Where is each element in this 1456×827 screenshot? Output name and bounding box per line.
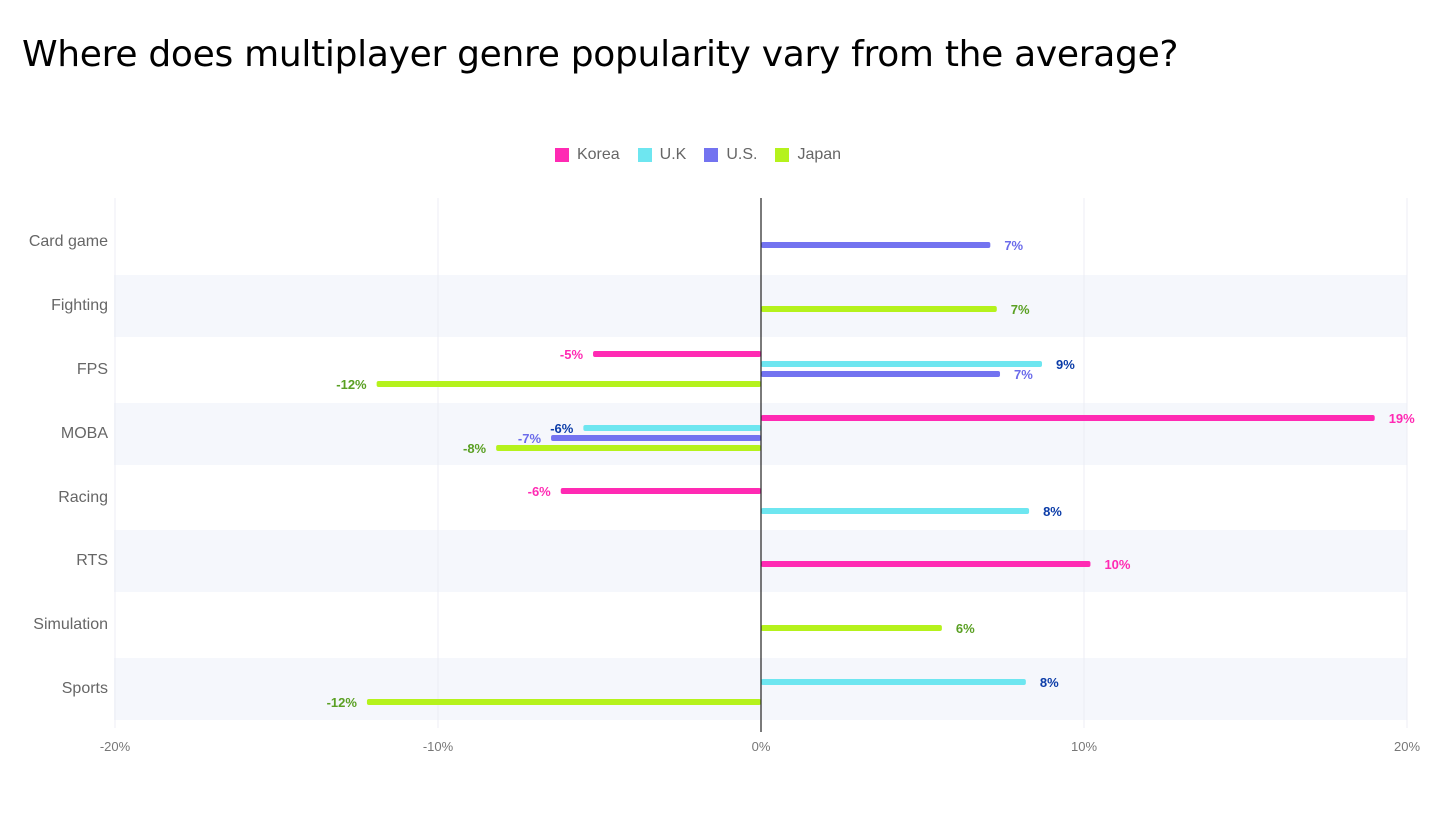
data-label: 6% bbox=[956, 621, 975, 636]
data-label: 9% bbox=[1056, 357, 1075, 372]
legend-label: U.S. bbox=[726, 146, 758, 163]
bar-japan bbox=[376, 381, 761, 387]
bar-u-s bbox=[551, 435, 761, 441]
x-tick-label: 20% bbox=[1394, 739, 1420, 754]
legend-item-korea[interactable]: Korea bbox=[554, 146, 620, 164]
bar-u-s bbox=[761, 371, 1001, 377]
data-label: 10% bbox=[1104, 557, 1130, 572]
data-label: 7% bbox=[1004, 238, 1023, 253]
data-label: -8% bbox=[463, 441, 487, 456]
bar-korea bbox=[593, 351, 761, 357]
bar-japan bbox=[761, 306, 997, 312]
bar-japan bbox=[496, 445, 761, 451]
legend-swatch bbox=[637, 148, 652, 162]
category-label: RTS bbox=[76, 552, 108, 569]
legend-item-u-s[interactable]: U.S. bbox=[704, 146, 757, 164]
category-label: MOBA bbox=[61, 425, 108, 442]
legend: Korea U.K U.S. Japan bbox=[0, 146, 1396, 164]
x-tick-label: 0% bbox=[752, 739, 771, 754]
legend-swatch bbox=[775, 148, 790, 162]
x-tick-label: 10% bbox=[1071, 739, 1097, 754]
category-label: Sports bbox=[62, 680, 108, 697]
category-label: Racing bbox=[58, 489, 108, 506]
category-label: Simulation bbox=[33, 616, 108, 633]
bar-korea bbox=[761, 415, 1375, 421]
data-label: -7% bbox=[518, 431, 542, 446]
data-label: 19% bbox=[1389, 411, 1415, 426]
data-label: 7% bbox=[1011, 302, 1030, 317]
bar-japan bbox=[366, 699, 761, 705]
data-label: -5% bbox=[560, 347, 584, 362]
category-label: FPS bbox=[77, 361, 108, 378]
legend-swatch bbox=[704, 148, 719, 162]
data-label: 8% bbox=[1043, 504, 1062, 519]
x-tick-label: -10% bbox=[423, 739, 454, 754]
data-label: -12% bbox=[327, 695, 358, 710]
bar-u-k bbox=[761, 508, 1030, 514]
data-label: -6% bbox=[550, 421, 574, 436]
bar-korea bbox=[560, 488, 761, 494]
page-title: Where does multiplayer genre popularity … bbox=[22, 34, 1179, 75]
category-label: Card game bbox=[29, 233, 108, 250]
data-label: -12% bbox=[336, 377, 367, 392]
bar-u-k bbox=[761, 361, 1043, 367]
legend-label: U.K bbox=[659, 146, 687, 163]
x-tick-label: -20% bbox=[100, 739, 131, 754]
data-label: 8% bbox=[1040, 675, 1059, 690]
data-label: -6% bbox=[528, 484, 552, 499]
legend-item-japan[interactable]: Japan bbox=[775, 146, 841, 164]
bar-japan bbox=[761, 625, 942, 631]
bar-korea bbox=[761, 561, 1091, 567]
category-label: Fighting bbox=[51, 297, 108, 314]
legend-item-u-k[interactable]: U.K bbox=[637, 146, 687, 164]
bar-u-k bbox=[761, 679, 1026, 685]
legend-label: Korea bbox=[576, 146, 620, 163]
legend-swatch bbox=[554, 148, 569, 162]
bar-u-k bbox=[583, 425, 761, 431]
bar-u-s bbox=[761, 242, 991, 248]
data-label: 7% bbox=[1014, 367, 1033, 382]
legend-label: Japan bbox=[797, 146, 842, 163]
